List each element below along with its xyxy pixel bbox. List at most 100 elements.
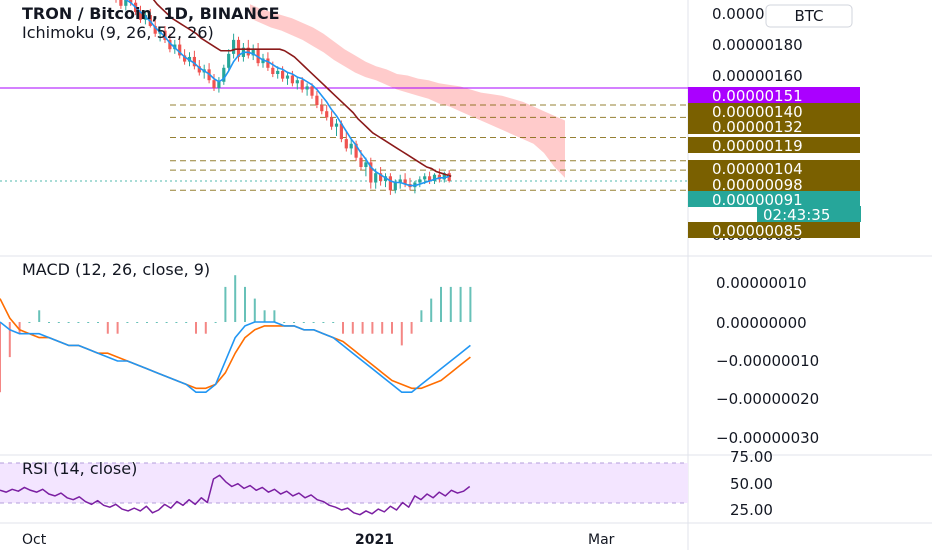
macd-histogram-bar (38, 310, 41, 322)
candle-body (232, 39, 236, 54)
candle[interactable] (379, 167, 383, 186)
candle[interactable] (428, 171, 432, 185)
candle[interactable] (305, 83, 309, 96)
candle[interactable] (114, 0, 117, 3)
macd-histogram-bar (381, 322, 384, 334)
candle[interactable] (364, 157, 368, 177)
candle[interactable] (413, 180, 417, 194)
candle-body (334, 123, 339, 127)
price-tag-bg (688, 191, 860, 207)
candle[interactable] (217, 77, 221, 93)
currency-button-label: BTC (794, 7, 823, 25)
candle-body (163, 30, 167, 40)
candle-body (129, 0, 133, 3)
price-tick: 0.00000160 (712, 67, 803, 85)
candle-body (423, 176, 427, 180)
rsi-tick: 25.00 (730, 501, 773, 519)
candle[interactable] (124, 0, 128, 11)
candle[interactable] (119, 0, 123, 9)
macd-histogram-bar (283, 322, 286, 323)
candle-body (285, 75, 290, 79)
macd-histogram-bar (273, 310, 276, 322)
macd-histogram-bar (244, 286, 246, 322)
candle[interactable] (334, 118, 339, 136)
rsi-pane[interactable] (0, 462, 688, 516)
candle[interactable] (437, 168, 441, 183)
candle[interactable] (227, 49, 231, 71)
candle[interactable] (232, 33, 236, 59)
price-pane[interactable] (0, 0, 688, 195)
rsi-tick: 50.00 (730, 475, 773, 493)
candle[interactable] (300, 77, 304, 93)
candle-body (212, 80, 216, 88)
macd-axis[interactable]: 0.00000010 0.00000000 −0.00000010 −0.000… (716, 274, 819, 447)
candle[interactable] (138, 5, 143, 23)
price-tag-bg (688, 160, 860, 176)
macd-histogram-bar (253, 298, 256, 322)
time-tick: 2021 (355, 532, 394, 548)
candle[interactable] (388, 173, 392, 195)
candle[interactable] (222, 64, 226, 85)
macd-legend: MACD (12, 26, close, 9) (22, 260, 210, 279)
candle[interactable] (315, 91, 319, 109)
price-tick: 0.00000180 (712, 36, 803, 54)
candle-body (192, 56, 196, 67)
macd-histogram-bar (391, 322, 393, 334)
candle[interactable] (418, 176, 422, 188)
candle-body (442, 173, 446, 180)
candle[interactable] (251, 44, 255, 61)
candle[interactable] (295, 77, 299, 90)
candle-body (388, 176, 392, 191)
candle[interactable] (163, 25, 167, 43)
macd-histogram-bar (175, 322, 178, 323)
macd-histogram-bar (293, 322, 295, 323)
candle[interactable] (330, 111, 334, 130)
candle[interactable] (285, 72, 290, 85)
candle-body (403, 179, 407, 185)
price-tag-bg (688, 103, 860, 119)
candle[interactable] (192, 50, 196, 70)
candle-body (119, 0, 123, 6)
horizontal-levels[interactable] (0, 87, 688, 191)
chart-title: TRON / Bitcoin, 1D, BINANCE (22, 4, 280, 23)
candle-body (369, 162, 373, 183)
candle[interactable] (383, 173, 388, 188)
candle[interactable] (212, 74, 216, 92)
macd-histogram-bar (146, 322, 148, 323)
price-tag-bg (688, 176, 860, 192)
rsi-lines (0, 474, 471, 516)
ichimoku-cloud (250, 4, 565, 178)
candle[interactable] (354, 140, 358, 161)
candle[interactable] (349, 139, 353, 155)
macd-histogram-bar (234, 275, 237, 322)
time-axis[interactable]: Oct 2021 Mar (22, 532, 615, 548)
macd-tick: 0.00000000 (716, 314, 807, 332)
candle[interactable] (369, 157, 373, 189)
candle[interactable] (325, 105, 329, 121)
macd-histogram-bar (371, 322, 374, 334)
price-axis[interactable]: 0.00000200 0.00000180 0.00000160 0.00000… (688, 5, 861, 244)
macd-histogram-bar (459, 286, 462, 322)
rsi-legend: RSI (14, close) (22, 459, 137, 478)
candle[interactable] (408, 177, 412, 191)
price-tag: 0.00000085 (688, 222, 860, 240)
candle[interactable] (344, 131, 348, 152)
price-tag: 0.00000098 (688, 176, 860, 194)
macd-histogram-bar (302, 322, 305, 323)
candle[interactable] (256, 43, 260, 67)
macd-pane[interactable] (0, 275, 472, 394)
macd-histogram-bar (469, 286, 472, 322)
candle[interactable] (178, 38, 182, 59)
rsi-tick: 75.00 (730, 448, 773, 466)
macd-histogram-bar (195, 322, 197, 334)
macd-histogram-bar (449, 286, 452, 322)
candle-body (271, 67, 275, 74)
macd-histogram-bar (116, 322, 119, 334)
candle[interactable] (320, 98, 324, 115)
candle-body (325, 111, 329, 118)
candle-body (418, 179, 422, 183)
currency-button[interactable]: BTC (765, 4, 853, 28)
macd-histogram-bar (28, 322, 31, 323)
rsi-axis[interactable]: 75.00 50.00 25.00 (730, 448, 773, 519)
